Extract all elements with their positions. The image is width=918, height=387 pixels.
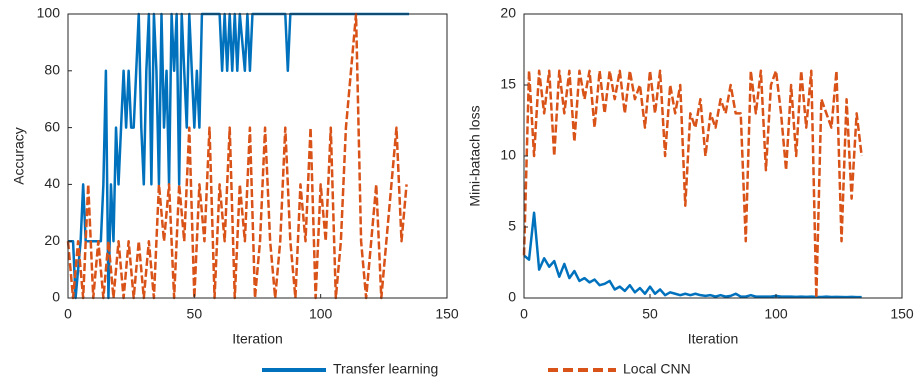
x-axis-label: Iteration xyxy=(232,331,283,347)
y-tick-label: 60 xyxy=(44,118,60,134)
y-tick-label: 20 xyxy=(44,232,60,248)
x-tick-label: 50 xyxy=(187,306,203,322)
x-tick-label: 50 xyxy=(642,306,658,322)
data-line xyxy=(523,211,862,299)
y-axis-label: Accuracy xyxy=(11,127,27,185)
y-tick-label: 40 xyxy=(44,175,60,191)
legend-label: Transfer learning xyxy=(333,361,438,377)
x-tick-label: 150 xyxy=(890,306,914,322)
x-tick-label: 150 xyxy=(435,306,459,322)
legend-label: Local CNN xyxy=(623,361,691,377)
y-tick-label: 100 xyxy=(37,5,61,21)
y-tick-label: 20 xyxy=(500,5,516,21)
y-tick-label: 15 xyxy=(500,76,516,92)
y-tick-label: 80 xyxy=(44,62,60,78)
y-tick-label: 10 xyxy=(500,147,516,163)
data-line xyxy=(68,12,410,300)
data-line xyxy=(66,12,408,300)
legend: Transfer learning Local CNN xyxy=(262,361,691,377)
y-axis-label: Mini-batach loss xyxy=(467,105,483,206)
axes-box xyxy=(67,13,448,299)
data-line xyxy=(522,69,863,300)
plot-area xyxy=(68,14,447,298)
x-tick-label: 0 xyxy=(520,306,528,322)
x-axis-label: Iteration xyxy=(688,331,739,347)
x-tick-label: 100 xyxy=(309,306,333,322)
y-tick-label: 0 xyxy=(52,289,60,305)
x-tick-label: 100 xyxy=(764,306,788,322)
x-tick-label: 0 xyxy=(64,306,72,322)
y-tick-label: 0 xyxy=(508,289,516,305)
y-tick-label: 5 xyxy=(508,218,516,234)
